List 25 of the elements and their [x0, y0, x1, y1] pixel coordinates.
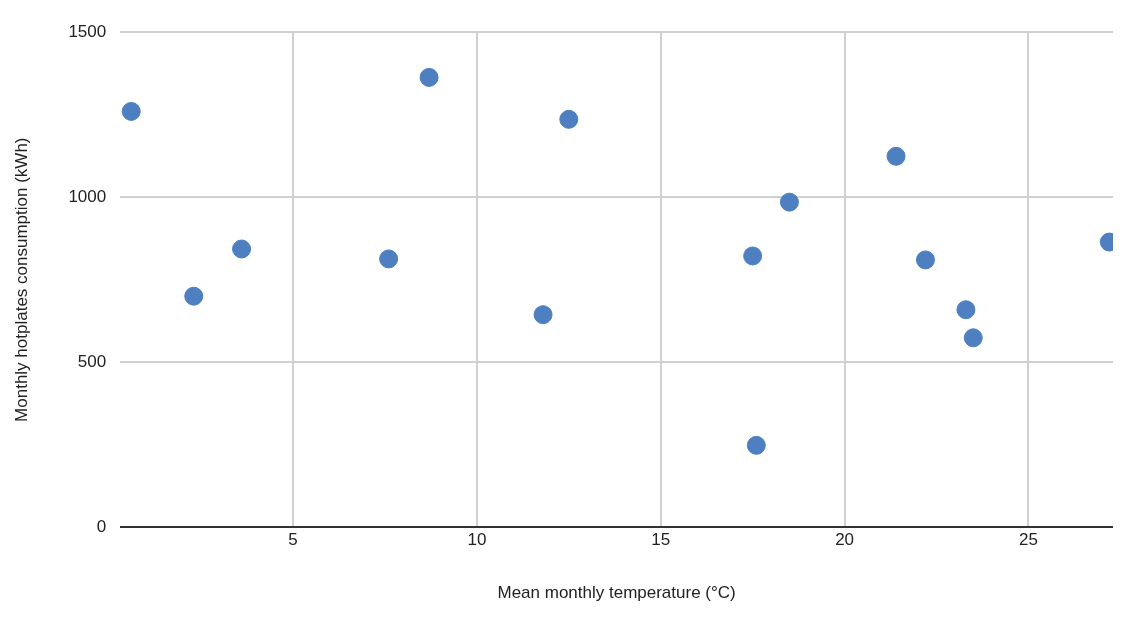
point [121, 101, 141, 121]
point [915, 250, 935, 270]
point [379, 249, 399, 269]
point [419, 67, 439, 87]
x-tick-label: 10 [467, 530, 487, 550]
point [886, 146, 906, 166]
x-tick-label: 25 [1018, 530, 1038, 550]
point [963, 328, 983, 348]
point [956, 300, 976, 320]
y-tick-label: 0 [96, 516, 107, 536]
y-tick-label: 500 [77, 351, 107, 371]
y-axis-title: Monthly hotplates consumption (kWh) [11, 137, 31, 422]
x-axis-title: Mean monthly temperature (°C) [497, 583, 736, 603]
point [184, 286, 204, 306]
y-tick-label: 1500 [68, 21, 107, 41]
point [743, 246, 763, 266]
point [559, 109, 579, 129]
x-tick-label: 20 [835, 530, 855, 550]
point [746, 435, 766, 455]
x-tick-label: 5 [288, 530, 298, 550]
x-tick-label: 15 [651, 530, 671, 550]
point [779, 192, 799, 212]
y-tick-label: 1000 [68, 186, 107, 206]
point [533, 305, 553, 325]
point [232, 239, 252, 259]
